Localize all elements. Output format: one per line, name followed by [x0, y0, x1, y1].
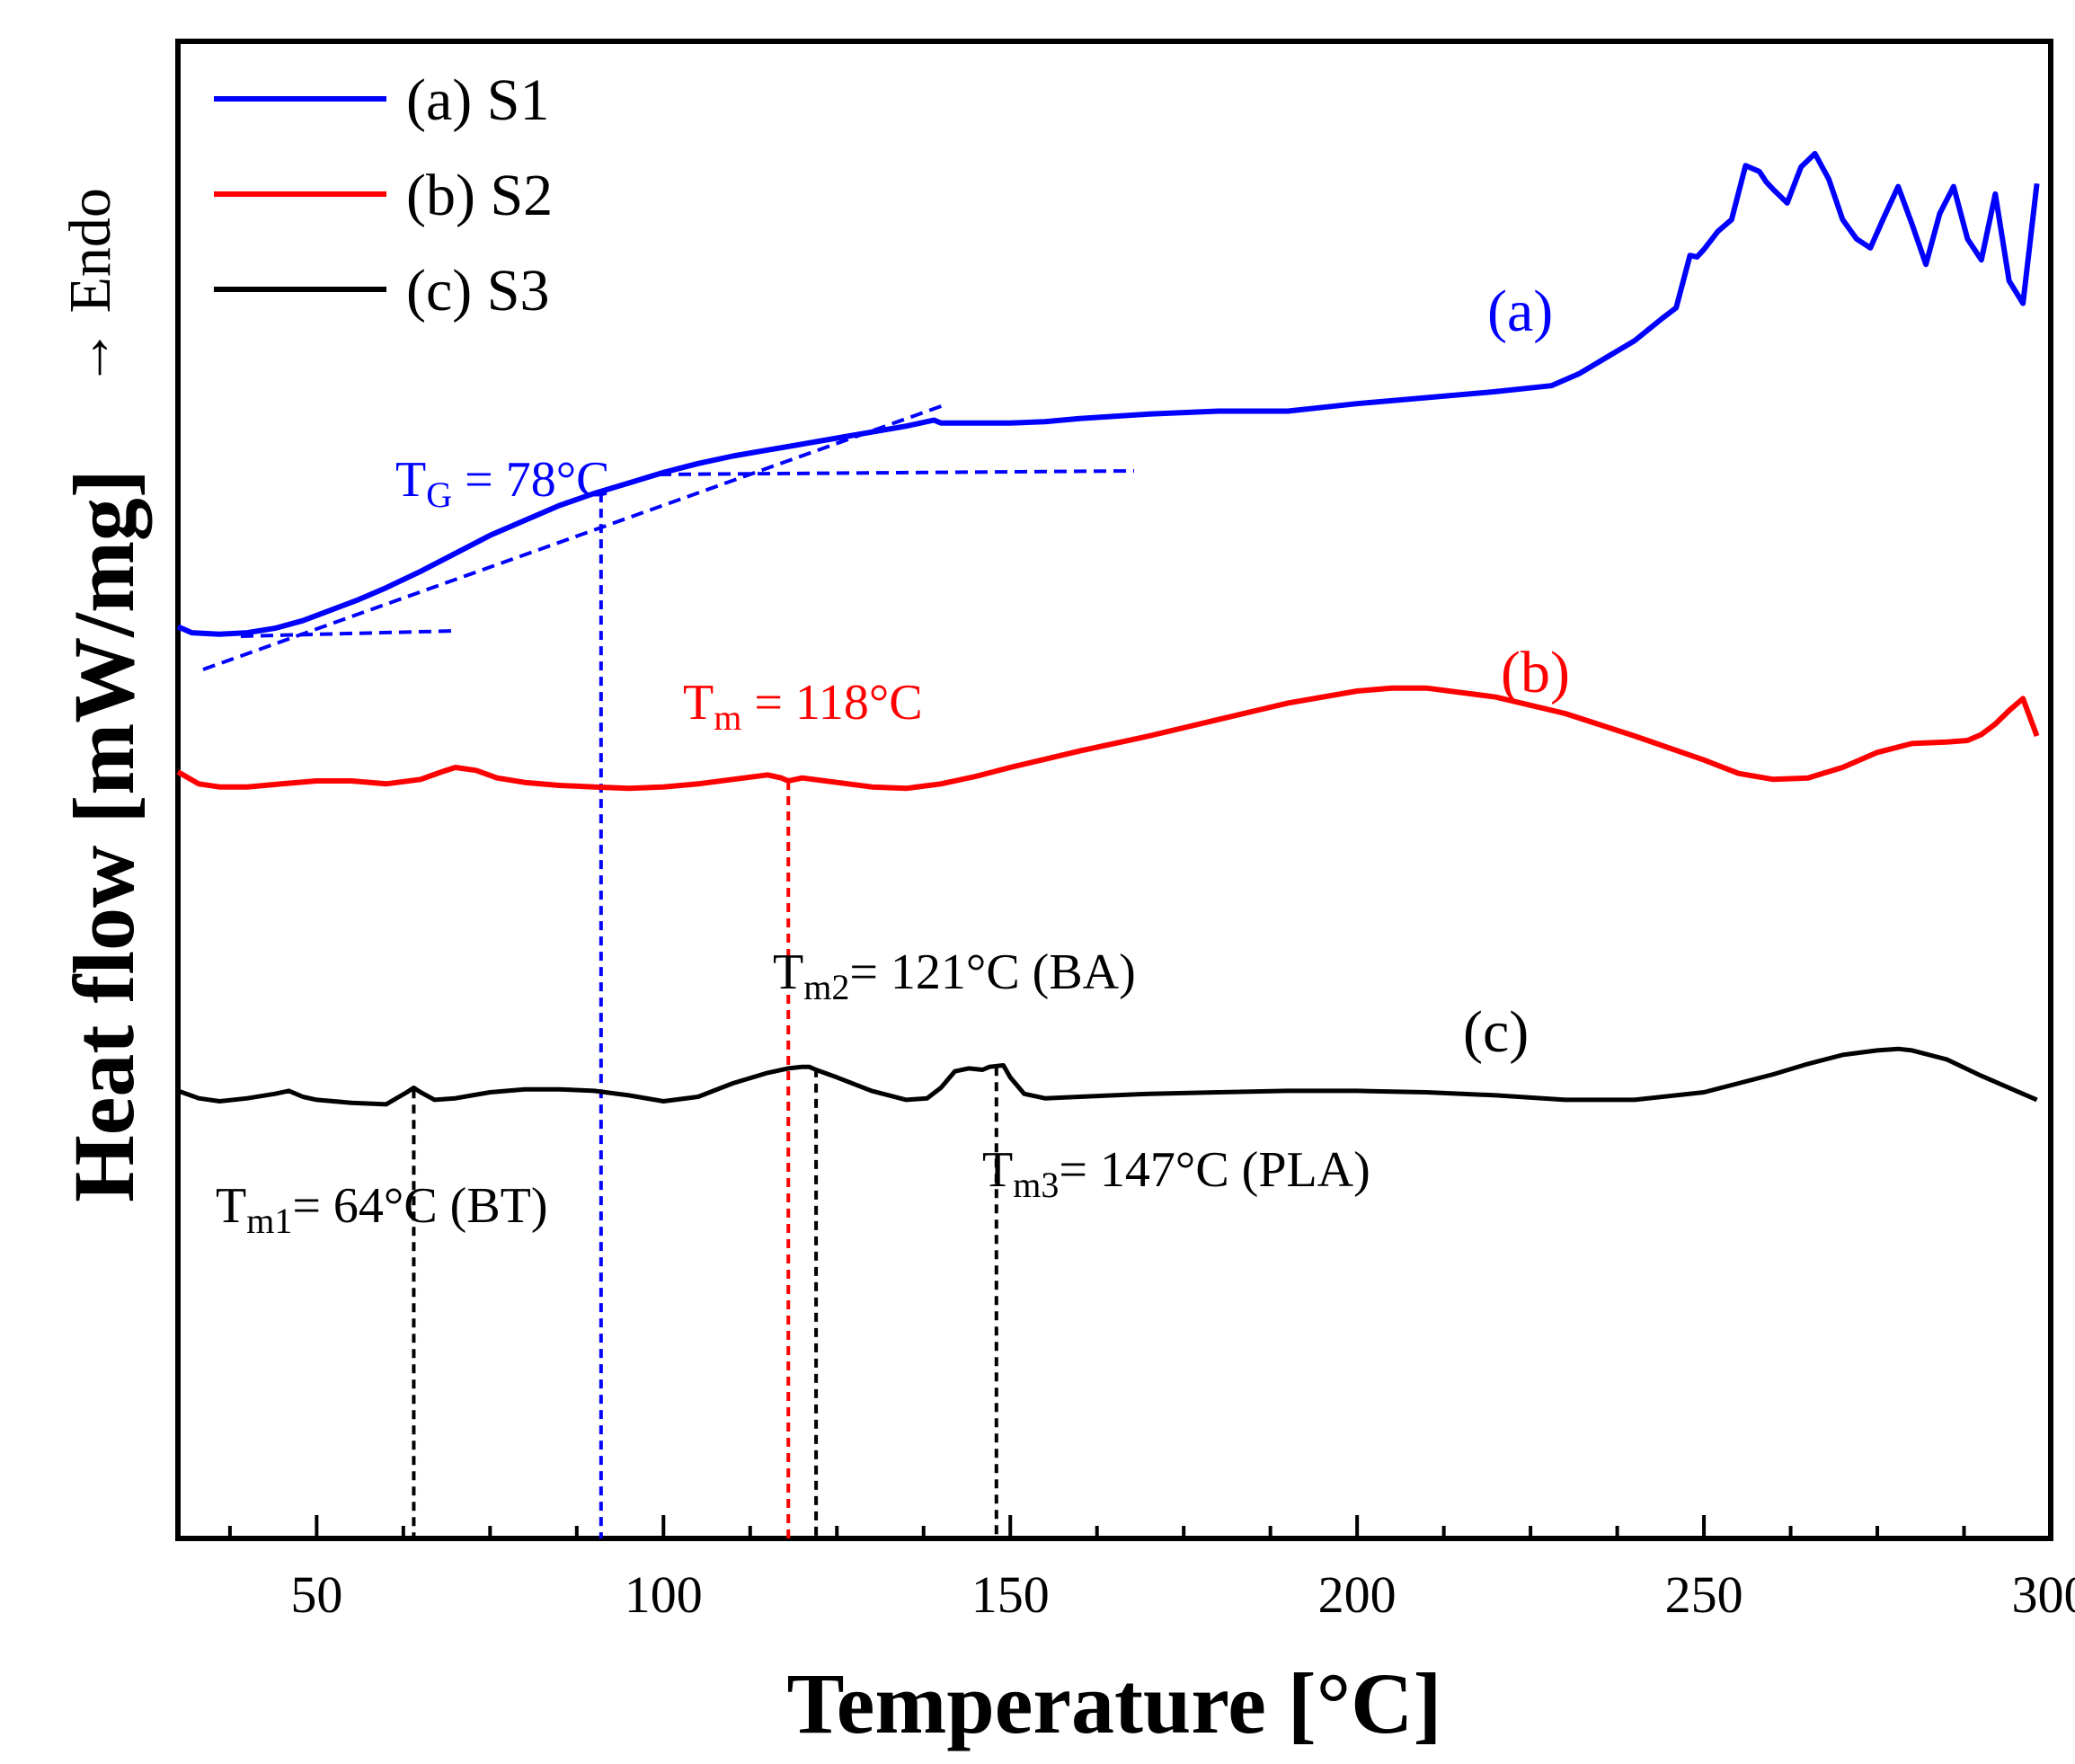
x-tick-label: 300 — [2012, 1565, 2075, 1624]
annotation-tg-value: = 78°C — [452, 452, 609, 508]
annotation-tm2-value: = 121°C (BA) — [849, 944, 1135, 1000]
annotation-tm: Tm = 118°C — [683, 675, 923, 738]
curve-label-c: (c) — [1463, 999, 1529, 1065]
tg-tangent-lines — [202, 403, 1135, 671]
annotation-tg: TG = 78°C — [395, 452, 609, 515]
x-tick-label: 100 — [625, 1565, 703, 1624]
tg-tangent-baseline — [202, 403, 947, 671]
tg-tangent-upper — [658, 469, 1135, 476]
annotation-tm1-value: = 64°C (BT) — [292, 1178, 547, 1234]
annotation-tm3-sub: m3 — [1013, 1165, 1059, 1205]
x-axis-ticks: 50 100 150 200 250 300 — [227, 1515, 2075, 1624]
y-axis-label: Heat flow [mW/mg] — [56, 469, 152, 1202]
annotation-tm-sub: m — [714, 697, 741, 738]
endo-direction-label: → Endo — [58, 188, 123, 387]
curve-label-a: (a) — [1487, 279, 1553, 344]
x-tick-label: 250 — [1665, 1565, 1743, 1624]
legend-label-s2: (b) S2 — [406, 163, 553, 228]
annotation-tm2-sub: m2 — [803, 967, 849, 1007]
series-line-s2 — [176, 685, 2040, 792]
annotation-tg-sub: G — [426, 474, 452, 515]
x-tick-label: 50 — [290, 1565, 342, 1624]
curve-label-b: (b) — [1501, 640, 1570, 705]
tg-tangent-lower — [240, 629, 457, 638]
series-line-s1 — [176, 150, 2040, 637]
annotation-drop-lines — [412, 493, 998, 1538]
legend-label-s3: (c) S3 — [406, 258, 549, 324]
annotation-tm3-value: = 147°C (PLA) — [1059, 1142, 1370, 1198]
x-tick-label: 200 — [1318, 1565, 1397, 1624]
annotation-tm3: Tm3= 147°C (PLA) — [982, 1142, 1370, 1205]
legend-label-s1: (a) S1 — [406, 67, 549, 133]
x-tick-label: 150 — [971, 1565, 1050, 1624]
x-axis-label: Temperature [°C] — [787, 1655, 1442, 1751]
annotation-tm1-sub: m1 — [246, 1201, 292, 1241]
series-line-s3 — [177, 1046, 2038, 1107]
plot-frame — [175, 39, 2053, 1541]
annotation-tm1: Tm1= 64°C (BT) — [216, 1178, 548, 1241]
annotation-tm2: Tm2= 121°C (BA) — [773, 944, 1136, 1007]
annotation-tm-value: = 118°C — [741, 675, 922, 731]
legend: (a) S1 (b) S2 (c) S3 — [214, 67, 553, 324]
